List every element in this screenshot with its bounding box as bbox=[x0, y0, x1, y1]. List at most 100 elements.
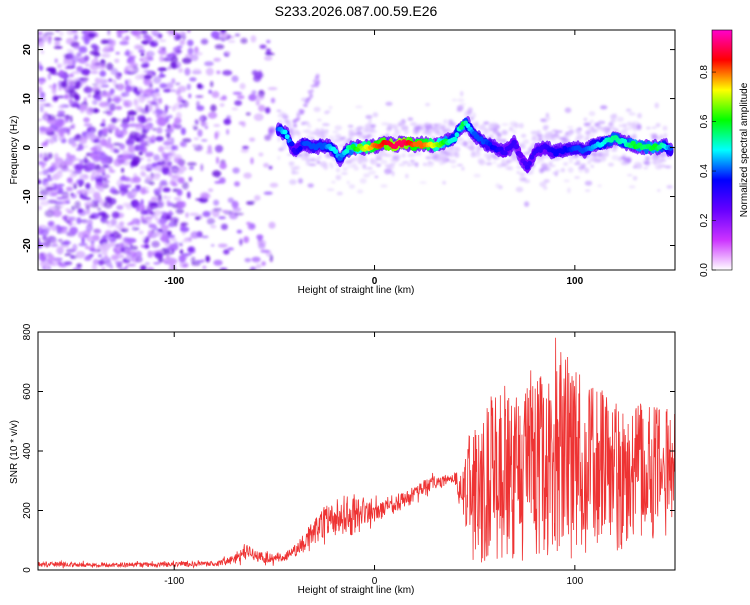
noise-blob bbox=[70, 216, 77, 221]
tick-label: 20 bbox=[22, 44, 33, 56]
noise-blob bbox=[314, 82, 318, 86]
noise-blob bbox=[632, 126, 638, 133]
noise-blob bbox=[187, 39, 194, 47]
noise-blob bbox=[164, 104, 169, 113]
noise-blob bbox=[166, 30, 176, 34]
noise-blob bbox=[178, 104, 183, 108]
noise-blob bbox=[97, 207, 102, 211]
noise-blob bbox=[536, 160, 540, 164]
noise-blob bbox=[166, 127, 174, 135]
noise-blob bbox=[140, 210, 149, 215]
noise-blob bbox=[322, 123, 330, 127]
noise-blob bbox=[543, 125, 549, 129]
noise-blob bbox=[480, 124, 487, 127]
noise-blob bbox=[611, 149, 618, 152]
noise-blob bbox=[317, 118, 322, 122]
noise-blob bbox=[222, 70, 233, 76]
noise-blob bbox=[56, 95, 66, 99]
noise-blob bbox=[174, 145, 179, 151]
noise-blob bbox=[189, 77, 197, 82]
noise-blob bbox=[458, 141, 465, 146]
noise-blob bbox=[179, 161, 185, 167]
colorbar-tick-label: 0.2 bbox=[699, 213, 710, 227]
noise-blob bbox=[54, 171, 63, 179]
noise-blob bbox=[124, 266, 128, 269]
noise-blob bbox=[167, 170, 173, 177]
noise-blob bbox=[226, 128, 230, 135]
noise-blob bbox=[567, 187, 571, 194]
noise-blob bbox=[531, 137, 539, 142]
noise-blob bbox=[192, 144, 197, 147]
noise-blob bbox=[122, 127, 127, 132]
noise-blob bbox=[307, 90, 312, 94]
noise-blob bbox=[92, 99, 98, 106]
noise-blob bbox=[483, 121, 490, 125]
noise-blob bbox=[162, 111, 167, 119]
noise-blob bbox=[159, 55, 164, 62]
noise-blob bbox=[200, 38, 209, 45]
noise-blob bbox=[186, 83, 191, 91]
noise-blob bbox=[57, 204, 64, 209]
noise-blob bbox=[48, 35, 52, 41]
noise-blob bbox=[148, 223, 157, 229]
noise-blob bbox=[84, 73, 89, 76]
noise-blob bbox=[501, 158, 505, 165]
noise-blob bbox=[605, 131, 609, 137]
noise-blob bbox=[83, 86, 93, 94]
noise-blob bbox=[129, 221, 135, 225]
noise-blob bbox=[121, 118, 129, 125]
noise-blob bbox=[89, 50, 100, 55]
noise-blob bbox=[171, 78, 176, 84]
tick-label: 10 bbox=[22, 93, 33, 105]
noise-blob bbox=[105, 84, 110, 88]
noise-blob bbox=[543, 164, 549, 168]
noise-blob bbox=[125, 35, 130, 41]
tick-label: -20 bbox=[22, 238, 33, 253]
noise-blob bbox=[156, 126, 163, 134]
noise-blob bbox=[555, 133, 560, 139]
noise-blob bbox=[87, 93, 92, 98]
colorbar-ticks: 0.0 0.2 0.4 0.6 0.8 bbox=[699, 65, 716, 277]
noise-blob bbox=[154, 104, 160, 109]
noise-blob bbox=[121, 160, 131, 166]
noise-blob bbox=[60, 228, 68, 234]
noise-blob bbox=[64, 261, 73, 266]
noise-blob bbox=[583, 122, 592, 126]
noise-blob bbox=[151, 229, 155, 234]
noise-blob bbox=[437, 129, 441, 134]
noise-blob bbox=[65, 186, 74, 192]
noise-blob bbox=[226, 115, 232, 120]
noise-blob bbox=[602, 153, 607, 158]
noise-blob bbox=[192, 68, 202, 73]
noise-blob bbox=[264, 52, 275, 56]
noise-blob bbox=[567, 126, 574, 129]
noise-blob bbox=[104, 254, 108, 261]
noise-blob bbox=[305, 100, 310, 104]
noise-blob bbox=[87, 32, 96, 38]
noise-blob bbox=[348, 184, 356, 189]
ridge-cell bbox=[399, 142, 405, 148]
noise-blob bbox=[543, 179, 550, 183]
noise-blob bbox=[53, 72, 60, 76]
noise-blob bbox=[116, 205, 124, 210]
noise-blob bbox=[658, 165, 662, 168]
noise-blob bbox=[187, 246, 195, 253]
noise-blob bbox=[265, 107, 271, 114]
noise-blob bbox=[198, 116, 203, 122]
noise-blob bbox=[397, 121, 406, 126]
noise-blob bbox=[163, 195, 167, 200]
noise-blob bbox=[163, 89, 171, 93]
noise-blob bbox=[194, 119, 199, 125]
noise-blob bbox=[219, 97, 227, 101]
noise-blob bbox=[101, 213, 110, 219]
noise-blob bbox=[122, 236, 129, 243]
noise-blob bbox=[401, 127, 406, 131]
noise-blob bbox=[43, 240, 51, 248]
noise-blob bbox=[336, 191, 343, 196]
ridge-cell bbox=[524, 164, 531, 170]
noise-blob bbox=[335, 174, 342, 181]
noise-blob bbox=[496, 163, 504, 168]
noise-blob bbox=[159, 46, 164, 50]
noise-blob bbox=[616, 116, 625, 123]
